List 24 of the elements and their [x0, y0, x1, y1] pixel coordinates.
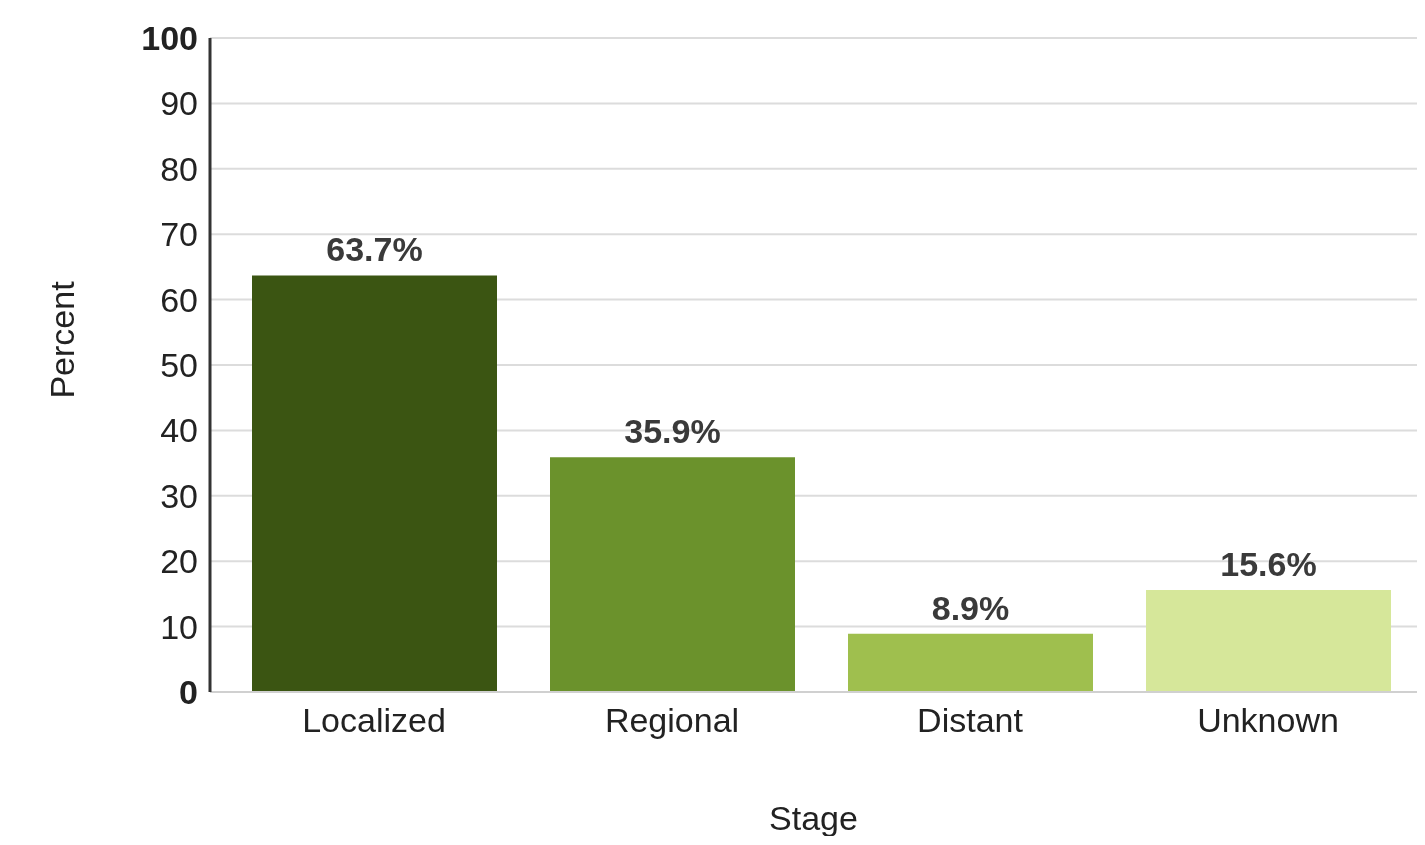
- bar: [848, 633, 1093, 692]
- x-tick-label: Unknown: [1197, 701, 1339, 739]
- y-tick-label: 60: [160, 280, 198, 319]
- y-tick-label: 0: [179, 673, 198, 711]
- y-tick-label: 40: [160, 411, 198, 450]
- data-label: 63.7%: [326, 230, 423, 269]
- data-label: 8.9%: [931, 588, 1010, 627]
- bar: [1146, 589, 1391, 692]
- y-tick-label: 80: [160, 149, 198, 188]
- x-tick-label: Distant: [917, 701, 1024, 739]
- y-tick-label: 100: [141, 19, 198, 57]
- y-tick-label: 20: [160, 542, 198, 581]
- bar: [550, 457, 795, 692]
- data-label: 35.9%: [624, 412, 721, 451]
- data-label: 15.6%: [1220, 544, 1317, 583]
- y-axis-title: Percent: [43, 280, 81, 399]
- x-tick-label: Regional: [604, 701, 740, 739]
- y-tick-label: 90: [160, 84, 198, 123]
- x-tick-label: Localized: [302, 701, 446, 739]
- bar: [252, 275, 497, 692]
- y-tick-label: 50: [160, 346, 198, 384]
- y-tick-label: 70: [160, 215, 198, 254]
- y-tick-label: 30: [160, 476, 198, 515]
- y-tick-label: 10: [160, 607, 198, 646]
